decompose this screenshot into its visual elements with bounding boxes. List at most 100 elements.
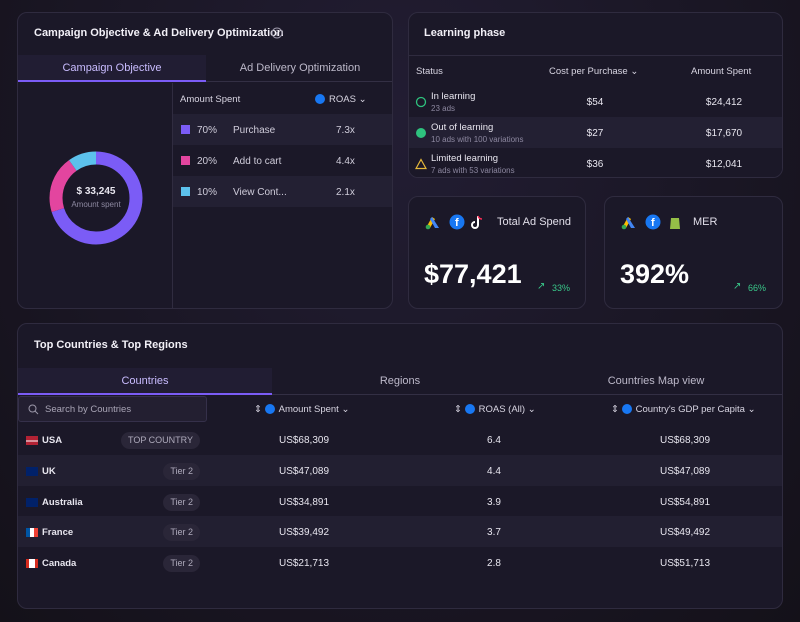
country-tag: Tier 2 <box>163 493 200 511</box>
column-header[interactable]: ⇕ Amount Spent ⌄ <box>254 404 350 415</box>
kpi-change: 33% <box>552 283 571 293</box>
swatch <box>181 156 190 165</box>
objective-name: Add to cart <box>233 156 282 167</box>
cost: $36 <box>586 159 604 170</box>
tab[interactable]: Countries <box>18 368 272 395</box>
kpi-card: f Total Ad Spend $77,421 ↗ 33% <box>408 196 586 309</box>
column-header: Amount Spent <box>278 404 339 415</box>
country-name: Australia <box>42 496 83 508</box>
roas: 4.4 <box>487 465 501 477</box>
roas: 2.8 <box>487 558 501 570</box>
donut-caption: Amount spent <box>71 200 121 209</box>
objective-row: 70% Purchase 7.3x <box>173 114 392 145</box>
objective-name: View Cont... <box>233 187 287 198</box>
countries-panel: Top Countries & Top Regions Countries Re… <box>17 323 783 609</box>
donut-segment <box>49 151 143 245</box>
status-name: In learning <box>431 91 476 102</box>
column-header[interactable]: ⇕ ROAS (All) ⌄ <box>454 404 536 415</box>
amount-spent: US$34,891 <box>278 496 330 508</box>
status-name: Limited learning <box>431 153 499 164</box>
flag <box>26 497 38 507</box>
divider <box>409 55 782 56</box>
share-label: 10% <box>197 187 218 198</box>
amount-spent: US$68,309 <box>278 435 330 446</box>
roas: 2.1x <box>336 187 355 198</box>
country-name: Canada <box>42 558 77 570</box>
status-row: Out of learning 10 ads with 100 variation… <box>409 117 782 148</box>
tab[interactable]: Ad Delivery Optimization <box>206 55 392 82</box>
kpi-trend-icon: ↗ <box>733 281 742 292</box>
flag <box>26 528 38 538</box>
swatch <box>181 187 190 196</box>
gdp: US$49,492 <box>659 527 711 539</box>
panel-title: Top Countries & Top Regions <box>34 339 188 351</box>
roas: 7.3x <box>336 125 355 136</box>
country-tag: Tier 2 <box>163 524 200 542</box>
tab[interactable]: Countries Map view <box>528 368 782 395</box>
roas: 3.9 <box>487 496 501 508</box>
search-placeholder: Search by Countries <box>45 404 132 415</box>
column-header: ROAS (All) <box>478 404 526 415</box>
spent: $12,041 <box>705 159 743 170</box>
country-row: UK Tier 2 US$47,089 4.4 US$47,089 <box>18 454 782 486</box>
learning-panel: Learning phase Status Cost per Purchase … <box>408 12 783 178</box>
objective-name: Purchase <box>233 125 276 136</box>
status-icon <box>415 158 427 170</box>
status-name: Out of learning <box>431 122 494 133</box>
column-header: Amount Spent <box>180 94 241 105</box>
share-label: 20% <box>197 156 218 167</box>
kpi-change: 66% <box>748 283 767 293</box>
column-header: Status <box>416 66 443 77</box>
swatch <box>181 125 190 134</box>
tab[interactable]: Regions <box>272 368 528 395</box>
column-header: Country's GDP per Capita <box>635 404 745 415</box>
campaign-panel: Campaign Objective & Ad Delivery Optimiz… <box>17 12 393 309</box>
country-row: Australia Tier 2 US$34,891 3.9 US$54,891 <box>18 485 782 517</box>
country-row: Canada Tier 2 US$21,713 2.8 US$51,713 <box>18 547 782 579</box>
spent: $17,670 <box>705 128 743 139</box>
column-header: ROAS ⌄ <box>315 94 367 105</box>
amount-spent: US$47,089 <box>278 465 330 477</box>
tab[interactable]: Campaign Objective <box>18 55 206 82</box>
donut-chart <box>49 151 143 245</box>
platform-icons: f <box>621 214 680 230</box>
objective-row: 10% View Cont... 2.1x <box>173 176 392 207</box>
column-header[interactable]: Cost per Purchase ⌄ <box>549 66 639 77</box>
status-icon <box>416 128 426 138</box>
status-detail: 10 ads with 100 variations <box>431 135 524 144</box>
status-icon <box>415 96 427 108</box>
objective-row: 20% Add to cart 4.4x <box>173 145 392 176</box>
status-detail: 23 ads <box>431 104 456 113</box>
share-label: 70% <box>197 125 218 136</box>
country-row: USA TOP COUNTRY US$68,309 6.4 US$68,309 <box>18 424 782 455</box>
info-icon[interactable] <box>271 27 283 39</box>
column-header: ROAS <box>329 94 356 105</box>
status-detail: 7 ads with 53 variations <box>431 166 515 175</box>
column-header: Cost per Purchase <box>549 66 628 77</box>
gdp: US$54,891 <box>659 496 711 508</box>
spent: $24,412 <box>705 97 743 108</box>
roas: 6.4 <box>487 435 501 446</box>
search-box[interactable]: Search by Countries <box>18 396 207 422</box>
status-row: In learning 23 ads $54 $24,412 <box>409 86 782 117</box>
panel-title: Learning phase <box>424 27 506 39</box>
flag <box>26 466 38 476</box>
amount-spent: US$39,492 <box>278 527 330 539</box>
gdp: US$68,309 <box>659 435 711 446</box>
column-header[interactable]: ⇕ Country's GDP per Capita ⌄ <box>611 404 756 415</box>
donut-segment <box>49 151 143 245</box>
panel-title: Campaign Objective & Ad Delivery Optimiz… <box>34 27 284 39</box>
kpi-title: MER <box>693 216 718 228</box>
kpi-value: $77,421 <box>424 259 522 289</box>
donut-total: $ 33,245 <box>76 186 116 197</box>
country-name: USA <box>42 435 63 446</box>
country-tag: Tier 2 <box>163 555 200 573</box>
kpi-title: Total Ad Spend <box>497 216 572 228</box>
gdp: US$51,713 <box>659 558 711 570</box>
country-name: France <box>42 527 74 539</box>
svg-text:f: f <box>651 217 655 229</box>
country-tag: Tier 2 <box>163 462 200 480</box>
country-row: France Tier 2 US$39,492 3.7 US$49,492 <box>18 516 782 548</box>
amount-spent: US$21,713 <box>278 558 330 570</box>
